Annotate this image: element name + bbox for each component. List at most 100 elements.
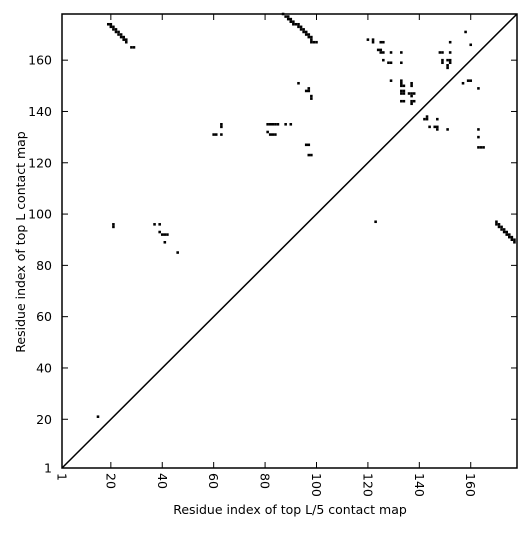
contact-point	[220, 125, 223, 129]
contact-point	[382, 51, 385, 54]
contact-point	[389, 61, 393, 65]
contact-point	[266, 130, 269, 134]
contact-point	[371, 38, 375, 41]
contact-point	[477, 135, 480, 139]
contact-point	[274, 123, 277, 126]
contact-point	[446, 128, 449, 131]
contact-point	[382, 40, 385, 44]
contact-point	[286, 15, 290, 18]
contact-point	[500, 225, 503, 229]
contact-point	[402, 84, 406, 88]
contact-point	[441, 58, 444, 62]
contact-point	[482, 146, 485, 149]
contact-point	[163, 241, 167, 244]
contact-point	[461, 81, 465, 85]
contact-point	[410, 84, 413, 88]
contact-point	[423, 117, 426, 121]
contact-point	[117, 30, 120, 34]
contact-point	[109, 25, 113, 29]
contact-point	[400, 81, 403, 85]
contact-point	[382, 58, 385, 62]
contact-point	[112, 28, 115, 31]
contact-point	[469, 79, 473, 82]
y-axis-label: Residue index of top L contact map	[13, 131, 28, 352]
contact-point	[266, 123, 269, 126]
contact-point	[153, 223, 156, 226]
contact-point	[402, 89, 406, 93]
contact-point	[438, 51, 442, 54]
contact-point	[220, 133, 223, 136]
contact-point	[271, 123, 275, 126]
contact-point	[166, 233, 169, 236]
contact-point	[312, 40, 316, 44]
contact-point	[109, 22, 113, 26]
y-tick-label: 1	[44, 461, 52, 476]
contact-point	[297, 81, 300, 85]
contact-point	[379, 51, 383, 54]
x-axis-ticks: 1 20 40 60 80 100 120 140 160	[55, 14, 478, 497]
contact-point	[400, 79, 403, 82]
contact-point	[220, 123, 223, 126]
contact-point	[310, 40, 313, 44]
contact-point	[132, 46, 136, 49]
contact-point	[436, 128, 439, 131]
contact-point	[425, 117, 429, 121]
contact-point	[412, 99, 416, 103]
x-axis-label: Residue index of top L/5 contact map	[173, 502, 407, 517]
contact-point	[292, 20, 295, 23]
contact-point	[299, 28, 303, 31]
contact-point	[477, 87, 480, 90]
contact-point	[433, 125, 437, 129]
y-tick-label: 140	[28, 104, 52, 119]
contact-point	[307, 143, 311, 147]
contact-point	[112, 225, 115, 229]
x-tick-label: 80	[258, 473, 273, 489]
y-tick-label: 20	[36, 412, 52, 427]
contact-point	[315, 40, 318, 44]
contact-point	[495, 223, 498, 226]
contact-point	[448, 51, 452, 54]
contact-point	[310, 38, 313, 41]
contact-point	[286, 17, 290, 21]
contact-point	[214, 133, 218, 136]
contact-point	[297, 22, 300, 26]
contact-point	[158, 230, 161, 234]
contact-point	[508, 233, 511, 236]
contact-point	[400, 61, 403, 65]
contact-point	[299, 25, 303, 29]
contact-point	[158, 223, 161, 226]
contact-point	[366, 38, 370, 41]
contact-point	[307, 35, 311, 39]
contact-point	[124, 38, 128, 41]
contact-point	[446, 58, 449, 62]
contact-point	[304, 89, 308, 93]
contact-point	[379, 40, 383, 44]
contact-point	[448, 40, 452, 44]
contact-point	[505, 230, 509, 234]
contact-point	[500, 228, 503, 231]
x-tick-label: 60	[206, 473, 221, 489]
contact-point	[130, 46, 133, 49]
contact-point	[117, 33, 120, 36]
contact-point	[292, 22, 295, 26]
contact-point	[310, 94, 313, 98]
contact-point	[376, 48, 380, 52]
contact-point	[410, 94, 413, 98]
x-tick-label: 160	[463, 473, 478, 497]
diagonal-line	[61, 13, 518, 469]
x-tick-label: 140	[412, 473, 427, 497]
contact-point	[436, 117, 439, 121]
contact-point	[371, 40, 375, 44]
contact-point	[289, 17, 293, 21]
contact-point	[268, 123, 272, 126]
contact-point	[510, 235, 514, 239]
contact-point	[495, 220, 498, 224]
contact-point	[477, 128, 480, 131]
contact-point	[274, 133, 277, 136]
contact-point	[271, 133, 275, 136]
contact-point	[400, 51, 403, 54]
contact-point	[112, 223, 115, 226]
contact-point	[402, 92, 406, 95]
contact-point	[400, 89, 403, 93]
